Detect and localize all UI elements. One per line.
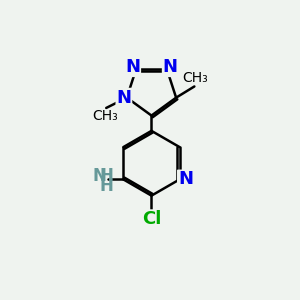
Text: N: N — [93, 167, 107, 185]
Text: N: N — [163, 58, 178, 76]
Text: H: H — [100, 177, 114, 195]
Text: Cl: Cl — [142, 210, 161, 228]
Text: N: N — [116, 88, 131, 106]
Text: CH₃: CH₃ — [92, 109, 118, 122]
Text: N: N — [125, 58, 140, 76]
Text: N: N — [178, 170, 193, 188]
Text: CH₃: CH₃ — [182, 71, 208, 85]
Text: H: H — [100, 167, 114, 185]
